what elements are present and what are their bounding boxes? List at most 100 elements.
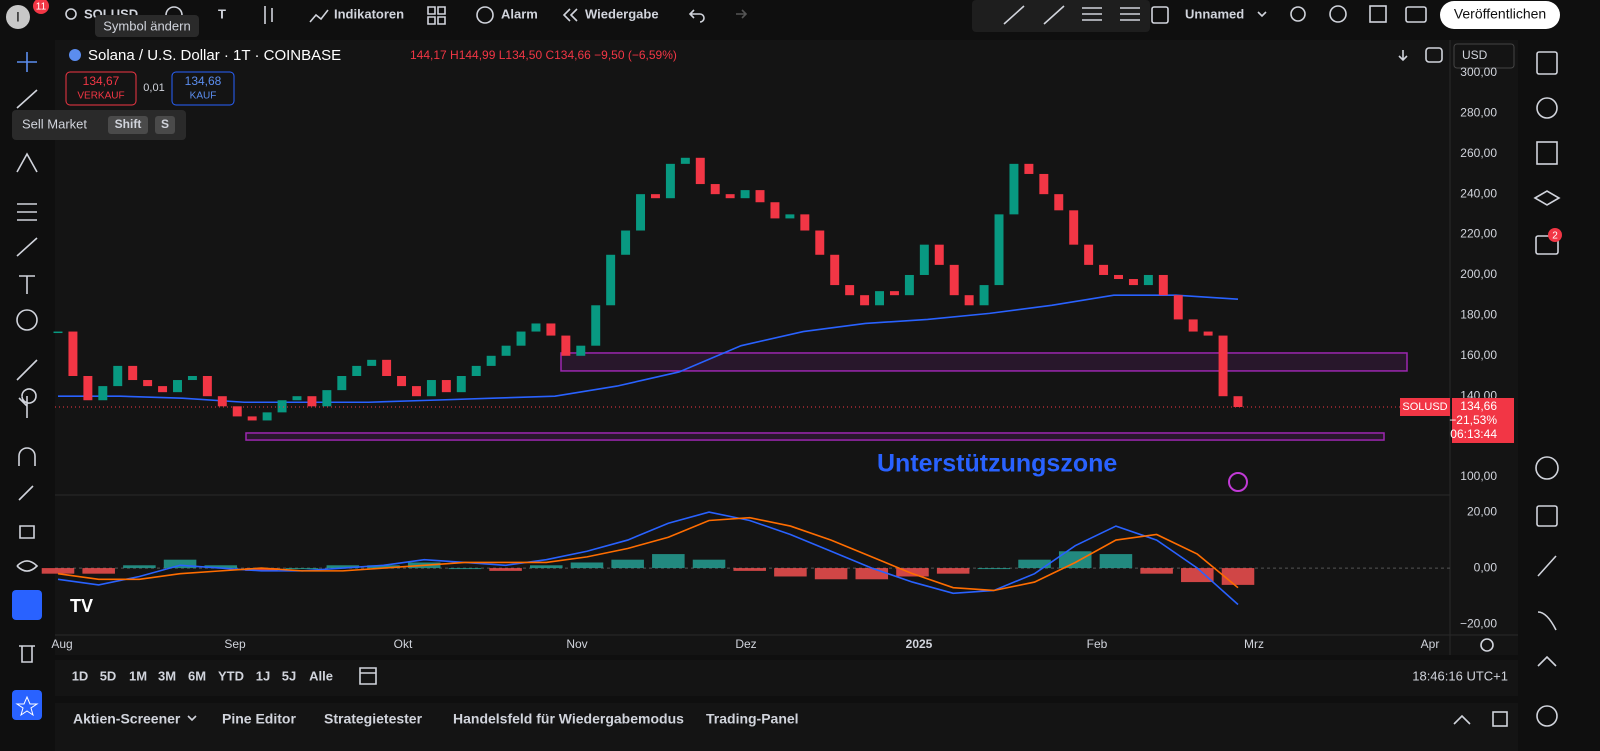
checkbox[interactable]: [1151, 6, 1169, 24]
candle: [1158, 274, 1168, 296]
price-tag-change: −21,53%: [1449, 413, 1497, 427]
candle: [1054, 194, 1064, 211]
search-icon[interactable]: [65, 8, 77, 20]
candle: [83, 375, 93, 401]
settings[interactable]: [1329, 5, 1347, 23]
histogram-bar: [977, 568, 1011, 570]
clock: 18:46:16 UTC+1: [1412, 668, 1508, 683]
candle: [606, 254, 616, 306]
maximize[interactable]: [1492, 711, 1508, 727]
tab-chevron: [187, 715, 197, 722]
x-tick-label: Aug: [51, 637, 72, 651]
indicators-icon[interactable]: [309, 9, 329, 23]
range-button[interactable]: 1D: [72, 668, 89, 683]
y-tick-label: 280,00: [1460, 106, 1497, 120]
histogram-bar: [326, 565, 360, 569]
buy-label: KAUF: [190, 91, 217, 102]
range-button[interactable]: 1J: [256, 668, 270, 683]
sell-button[interactable]: [65, 71, 137, 106]
drawing-tools[interactable]: [1003, 5, 1140, 25]
publish-button[interactable]: [1440, 1, 1560, 29]
undo[interactable]: [688, 9, 705, 23]
sell-price: 134,67: [83, 74, 120, 88]
candle: [875, 291, 884, 306]
reset-chart[interactable]: [1425, 47, 1443, 63]
candle: [471, 365, 481, 376]
alert-icon[interactable]: [1228, 472, 1248, 492]
chart-type-icon[interactable]: [264, 6, 273, 24]
candle: [531, 323, 541, 332]
range-button[interactable]: YTD: [218, 668, 244, 683]
macd-line: [57, 511, 1239, 606]
candle: [1114, 274, 1123, 280]
candle: [307, 396, 317, 407]
support-zone[interactable]: [560, 352, 1408, 372]
alarm-icon[interactable]: [476, 6, 494, 24]
indicators[interactable]: Indikatoren: [334, 6, 404, 21]
candle: [665, 163, 675, 199]
scroll-down[interactable]: [1398, 50, 1408, 62]
bottom-tab[interactable]: Trading-Panel: [706, 711, 799, 727]
interval[interactable]: T: [218, 6, 226, 21]
candle: [561, 335, 571, 356]
collapse[interactable]: [1453, 714, 1471, 725]
candle: [1069, 210, 1079, 245]
bottom-tab[interactable]: Handelsfeld für Wiedergabemodus: [453, 711, 684, 727]
range-button[interactable]: 6M: [188, 668, 206, 683]
candle: [262, 412, 272, 421]
histogram-bar: [163, 559, 197, 569]
histogram-bar: [611, 559, 644, 569]
candle: [860, 295, 870, 306]
x-tick-label: Feb: [1087, 637, 1108, 651]
macd-tick-label: 20,00: [1467, 504, 1497, 518]
histogram-bar: [896, 568, 929, 577]
bottom-tab[interactable]: Aktien-Screener: [73, 711, 181, 727]
candle: [845, 285, 855, 296]
candle: [1233, 396, 1243, 407]
fullscreen[interactable]: [1369, 5, 1387, 23]
link-tool[interactable]: [12, 590, 42, 620]
replay-icon[interactable]: [562, 8, 578, 22]
price-tag-price: 134,66: [1460, 399, 1497, 413]
bottom-tab[interactable]: Pine Editor: [222, 711, 296, 727]
tv-logo: TV: [70, 596, 93, 616]
replay[interactable]: Wiedergabe: [585, 6, 659, 21]
axis-settings[interactable]: [1480, 638, 1494, 652]
currency-select[interactable]: [1453, 43, 1515, 69]
notification-badge: [1548, 228, 1562, 242]
redo[interactable]: [736, 9, 748, 19]
date-range-icon[interactable]: [359, 667, 377, 685]
left-toolbar: [16, 52, 39, 663]
histogram-bar: [936, 568, 970, 574]
histogram-bar: [1140, 568, 1173, 574]
layouts-icon[interactable]: [427, 6, 446, 25]
x-tick-label: Dez: [735, 637, 756, 651]
candle: [830, 254, 840, 286]
histogram-bar: [733, 568, 766, 571]
histogram-bar: [367, 565, 400, 569]
bottom-tab[interactable]: Strategietester: [324, 711, 423, 727]
buy-button[interactable]: [171, 71, 235, 106]
favorites[interactable]: [12, 690, 42, 720]
layout-name[interactable]: Unnamed: [1185, 6, 1244, 21]
range-button[interactable]: 5D: [100, 668, 117, 683]
range-button[interactable]: 5J: [282, 668, 296, 683]
layout-chevron[interactable]: [1257, 11, 1267, 18]
support-zone[interactable]: [245, 432, 1385, 441]
candle: [382, 359, 392, 376]
range-button[interactable]: Alle: [309, 668, 333, 683]
range-button[interactable]: 1M: [129, 668, 147, 683]
candle: [1203, 331, 1213, 336]
range-button[interactable]: 3M: [158, 668, 176, 683]
candle: [1188, 319, 1198, 332]
symbol-tag-label: SOLUSD: [1402, 401, 1447, 413]
y-tick-label: 180,00: [1460, 308, 1497, 322]
avatar[interactable]: [6, 5, 30, 29]
y-tick-label: 300,00: [1460, 65, 1497, 79]
candle: [1084, 244, 1094, 265]
x-tick-label: Okt: [394, 637, 413, 651]
candle: [397, 375, 407, 387]
snapshot[interactable]: [1405, 6, 1427, 23]
quick-search[interactable]: [1290, 6, 1306, 22]
alarm[interactable]: Alarm: [501, 6, 538, 21]
